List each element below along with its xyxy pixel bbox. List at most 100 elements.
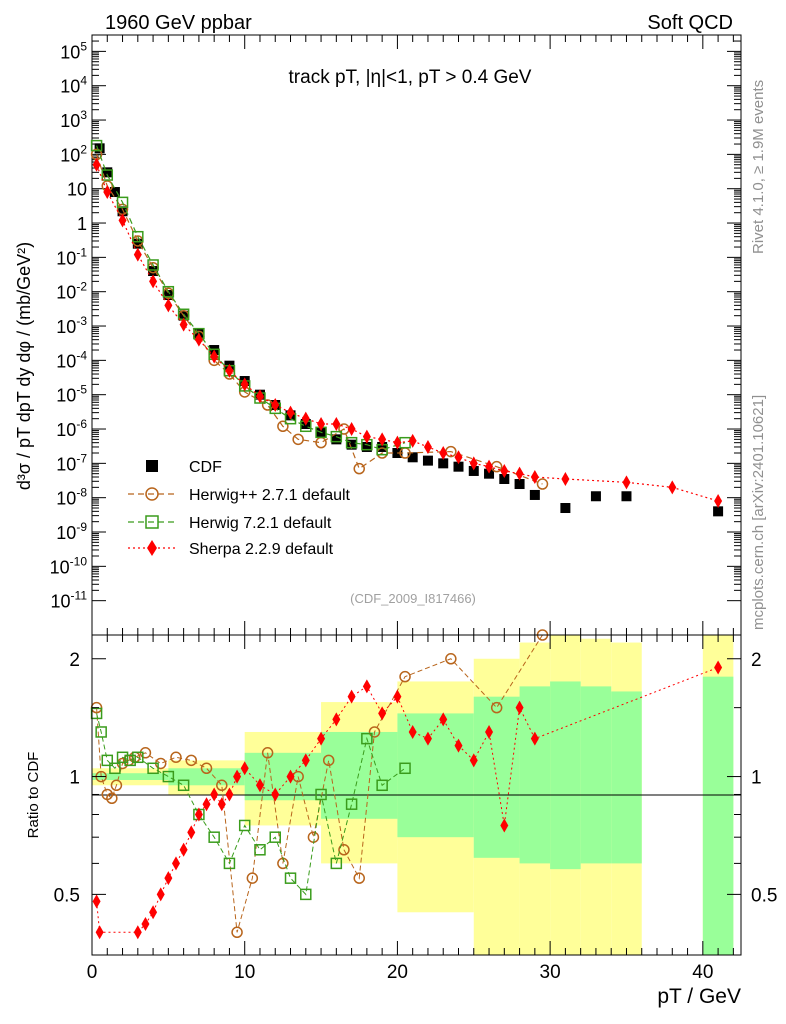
ratio-point: [233, 769, 242, 784]
band-segment: [519, 686, 551, 864]
data-point: [499, 473, 510, 484]
band-segment: [321, 731, 398, 819]
ratio-point: [378, 706, 387, 721]
ratio-data-marks: [90, 629, 723, 940]
x-tick-label: 20: [387, 962, 408, 983]
ratio-point: [124, 754, 136, 767]
data-point: [536, 478, 549, 490]
ratio-y-tick-label: 0.5: [54, 885, 80, 906]
data-point: [362, 429, 371, 444]
x-tick-label: 30: [540, 962, 561, 983]
ratio-point: [164, 871, 173, 886]
band-segment: [702, 676, 734, 955]
ratio-series-2: [92, 660, 723, 940]
band-segment: [580, 686, 612, 864]
main-panel: 10-1110-1010-910-810-710-610-510-410-310…: [14, 34, 742, 636]
data-point: [377, 441, 388, 452]
data-point: [148, 266, 159, 277]
band-segment: [611, 691, 642, 864]
ratio-point: [179, 842, 188, 857]
energy-label: 1960 GeV ppbar: [105, 12, 252, 34]
data-point: [713, 506, 724, 517]
ratio-point: [345, 798, 358, 810]
y-tick-label: 10-9: [56, 520, 87, 543]
ratio-point: [485, 724, 494, 739]
y-tick-label: 105: [60, 39, 87, 62]
ratio-point: [530, 731, 539, 746]
mcplots-label: mcplots.cern.ch [arXiv:2401.10621]: [750, 395, 767, 630]
data-point: [271, 398, 280, 413]
data-point: [210, 349, 219, 364]
legend-marker: [145, 515, 159, 529]
ratio-point: [217, 797, 226, 812]
data-point: [422, 455, 433, 466]
plot-title: track pT, |η|<1, pT > 0.4 GeV: [289, 67, 532, 88]
legend-label: Herwig++ 2.7.1 default: [189, 487, 351, 504]
data-point: [92, 157, 101, 172]
ratio-point: [332, 712, 341, 727]
data-point: [530, 470, 539, 485]
ratio-point: [106, 792, 118, 805]
data-point: [164, 298, 173, 313]
ratio-point: [240, 761, 249, 776]
data-point: [468, 465, 479, 476]
y-tick-label: 10-8: [56, 486, 87, 509]
ratio-point: [200, 762, 213, 775]
ratio-point: [301, 753, 310, 768]
ratio-point: [255, 778, 264, 793]
ratio-point: [368, 726, 381, 738]
ratio-axis-ticks: 0.5 0.51 12 20 10 20 30 40: [54, 635, 777, 983]
data-point: [255, 389, 264, 404]
legend-label: Herwig 7.2.1 default: [189, 515, 332, 532]
y-tick-label: 10-10: [50, 554, 88, 577]
y-tick-label: 104: [60, 74, 87, 97]
ratio-point: [185, 754, 198, 767]
y-tick-label: 10-6: [56, 417, 87, 440]
y-tick-label: 10-7: [56, 451, 87, 474]
y-tick-label: 103: [60, 108, 87, 131]
data-point: [484, 468, 495, 479]
legend-marker: [146, 460, 158, 472]
series-line: [96, 154, 543, 485]
data-point: [485, 459, 494, 474]
data-point: [317, 416, 326, 431]
data-point: [529, 489, 540, 500]
ratio-point: [261, 747, 274, 759]
data-point: [102, 167, 113, 178]
ratio-point: [133, 925, 142, 940]
ratio-point: [399, 670, 411, 683]
data-point: [515, 466, 524, 481]
ratio-plot-frame: [91, 634, 742, 956]
ratio-point: [347, 689, 356, 704]
ratio-point: [95, 925, 104, 940]
ratio-point: [376, 779, 388, 792]
band-segment: [244, 752, 322, 801]
data-point: [117, 206, 128, 217]
ratio-point: [171, 856, 180, 871]
data-point: [90, 139, 103, 152]
ratio-point: [454, 738, 463, 753]
ratio-point: [109, 762, 121, 775]
y-tick-label: 1: [77, 214, 87, 234]
ratio-point: [300, 888, 312, 901]
data-point: [714, 494, 723, 509]
data-point: [668, 480, 677, 495]
ratio-point: [423, 731, 432, 746]
data-point: [353, 462, 365, 475]
ratio-point: [322, 754, 335, 767]
data-point: [149, 274, 158, 289]
y-tick-label: 10: [67, 180, 87, 200]
ratio-point: [231, 926, 243, 939]
data-point: [590, 491, 601, 502]
data-point: [194, 332, 203, 347]
band-segment: [92, 773, 169, 780]
ratio-point: [338, 844, 350, 856]
data-point: [439, 446, 448, 461]
ratio-point: [500, 818, 509, 833]
series-line: [96, 145, 406, 451]
data-point: [225, 363, 234, 378]
data-point: [330, 430, 343, 443]
series-3: [92, 157, 723, 509]
ratio-point: [439, 712, 448, 727]
